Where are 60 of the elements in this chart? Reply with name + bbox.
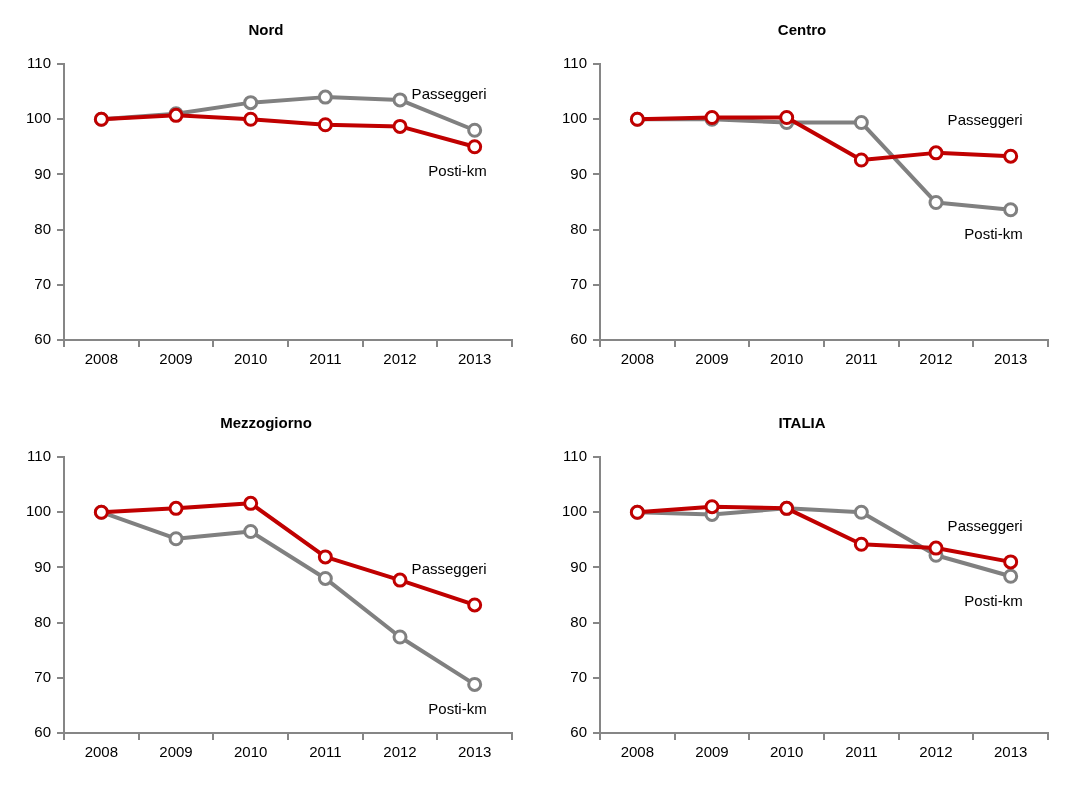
x-tick-label: 2011 — [845, 743, 878, 761]
x-tick-label: 2009 — [159, 350, 193, 368]
series-label: Passeggeri — [947, 516, 1023, 534]
x-tick-label: 2011 — [309, 743, 342, 761]
y-tick-label: 70 — [34, 274, 52, 292]
y-tick-label: 100 — [562, 502, 588, 520]
x-tick-label: 2010 — [233, 743, 268, 761]
x-tick-label: 2013 — [993, 350, 1028, 368]
y-tick-label: 70 — [570, 667, 588, 685]
y-tick-label: 90 — [570, 164, 588, 182]
y-tick-label: 100 — [562, 109, 588, 127]
y-tick-label: 90 — [34, 557, 52, 575]
x-tick-label: 2011 — [845, 350, 878, 368]
x-tick-label: 2008 — [84, 743, 119, 761]
x-tick-label: 2012 — [383, 350, 417, 368]
x-tick-label: 2009 — [695, 743, 729, 761]
series-label: Posti-km — [964, 225, 1023, 243]
y-tick-label: 60 — [570, 723, 588, 741]
x-tick-label: 2010 — [769, 350, 804, 368]
series-label: Passeggeri — [411, 84, 487, 102]
x-tick-label: 2008 — [620, 350, 655, 368]
y-tick-label: 80 — [34, 612, 52, 630]
x-tick-label: 2009 — [695, 350, 729, 368]
series-label: Posti-km — [428, 700, 487, 718]
y-tick-label: 110 — [27, 54, 52, 72]
x-tick-label: 2009 — [159, 743, 193, 761]
x-tick-label: 2010 — [233, 350, 268, 368]
x-tick-label: 2008 — [620, 743, 655, 761]
y-tick-label: 60 — [34, 723, 52, 741]
y-tick-label: 110 — [27, 447, 52, 465]
y-tick-label: 100 — [26, 109, 52, 127]
series-label: Posti-km — [964, 591, 1023, 609]
x-tick-label: 2008 — [84, 350, 119, 368]
x-tick-label: 2013 — [993, 743, 1028, 761]
y-tick-label: 70 — [570, 274, 588, 292]
x-tick-label: 2010 — [769, 743, 804, 761]
y-tick-label: 90 — [570, 557, 588, 575]
x-tick-label: 2011 — [309, 350, 342, 368]
chart-title: Mezzogiorno — [220, 414, 312, 432]
y-tick-label: 60 — [570, 330, 588, 348]
series-label: Passeggeri — [947, 110, 1023, 128]
y-tick-label: 80 — [34, 219, 52, 237]
x-tick-label: 2012 — [919, 350, 953, 368]
y-tick-label: 80 — [570, 612, 588, 630]
series-label: Posti-km — [428, 162, 487, 180]
series-label: Passeggeri — [411, 559, 487, 577]
y-tick-label: 60 — [34, 330, 52, 348]
x-tick-label: 2012 — [383, 743, 417, 761]
chart-title: Centro — [777, 21, 827, 39]
x-tick-label: 2013 — [457, 743, 492, 761]
x-tick-label: 2013 — [457, 350, 492, 368]
chart-title: Nord — [248, 21, 284, 39]
y-tick-label: 90 — [34, 164, 52, 182]
y-tick-label: 70 — [34, 667, 52, 685]
chart-title: ITALIA — [778, 414, 826, 432]
y-tick-label: 100 — [26, 502, 52, 520]
y-tick-label: 80 — [570, 219, 588, 237]
y-tick-label: 110 — [563, 447, 588, 465]
x-tick-label: 2012 — [919, 743, 953, 761]
y-tick-label: 110 — [563, 54, 588, 72]
